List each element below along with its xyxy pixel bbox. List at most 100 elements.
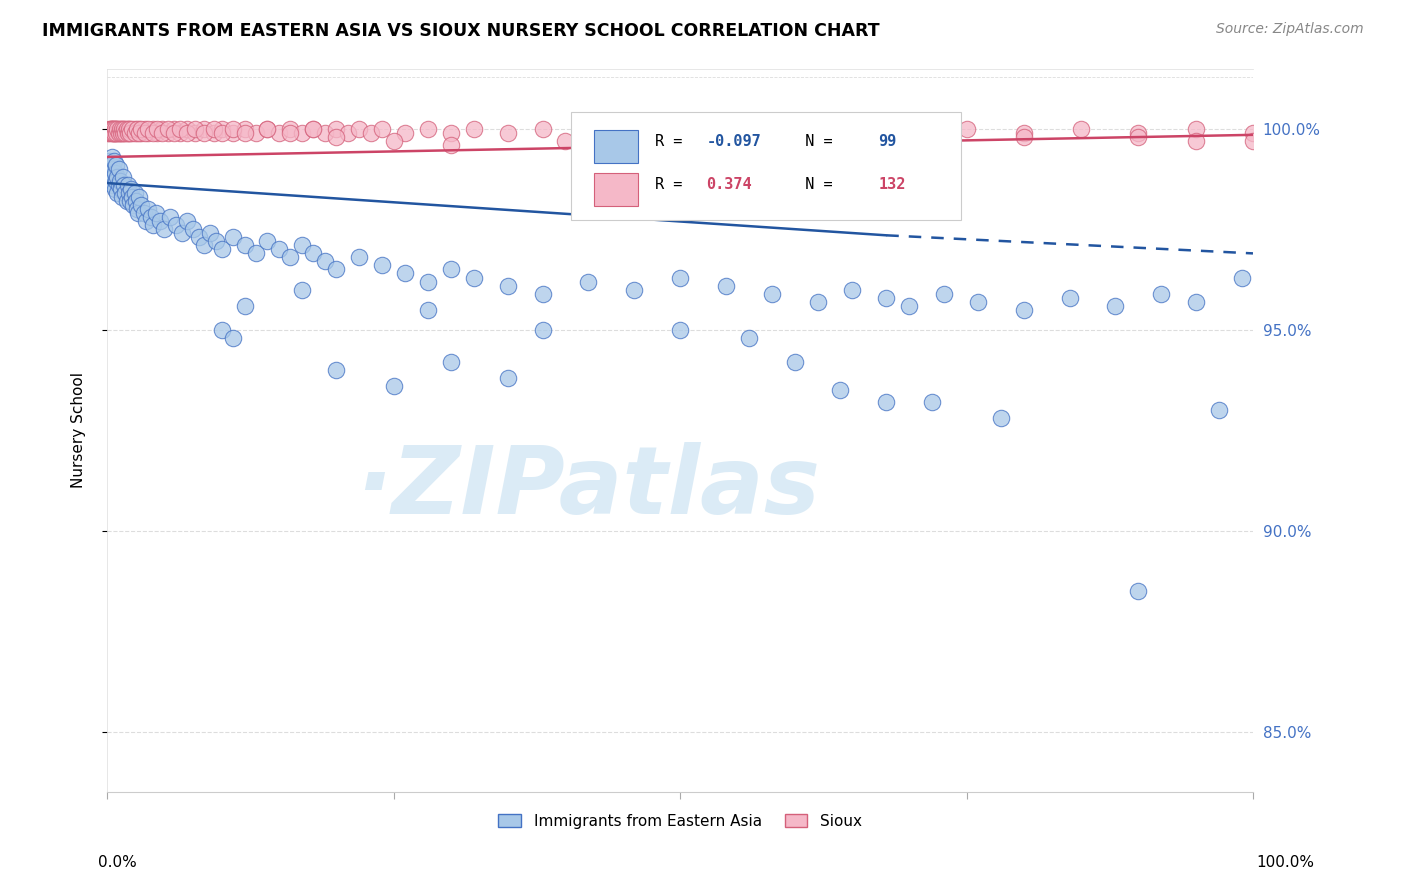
Point <box>114 186 136 200</box>
Point <box>291 283 314 297</box>
Point <box>120 182 142 196</box>
Point <box>118 126 141 140</box>
Point <box>114 121 136 136</box>
Point <box>105 121 128 136</box>
Point <box>118 186 141 200</box>
Point <box>176 121 198 136</box>
Point <box>336 126 359 140</box>
Point <box>416 302 439 317</box>
Point <box>110 126 132 140</box>
Point <box>314 126 336 140</box>
Point <box>416 275 439 289</box>
Point <box>669 126 692 140</box>
Point <box>416 121 439 136</box>
Point <box>325 121 347 136</box>
Point <box>738 331 761 345</box>
Point <box>267 126 290 140</box>
Point <box>100 166 122 180</box>
Point <box>256 121 278 136</box>
Point <box>222 121 245 136</box>
Y-axis label: Nursery School: Nursery School <box>72 372 86 488</box>
Point <box>101 178 124 192</box>
Bar <box>595 173 638 206</box>
Point <box>105 126 128 140</box>
Point <box>100 121 122 136</box>
Text: Source: ZipAtlas.com: Source: ZipAtlas.com <box>1216 22 1364 37</box>
Point <box>1012 129 1035 144</box>
Point <box>100 121 122 136</box>
Point <box>105 121 128 136</box>
Point <box>108 126 131 140</box>
Point <box>955 121 977 136</box>
Point <box>131 198 153 212</box>
Point <box>98 169 121 184</box>
Point <box>122 198 145 212</box>
Point <box>103 169 125 184</box>
Point <box>101 161 124 176</box>
Point <box>245 246 267 260</box>
Point <box>576 126 599 140</box>
Point <box>128 126 150 140</box>
Point <box>245 126 267 140</box>
Point <box>103 153 125 168</box>
Point <box>114 126 136 140</box>
Point <box>150 126 173 140</box>
Point <box>149 214 172 228</box>
Point <box>267 243 290 257</box>
Point <box>170 227 193 241</box>
Point <box>146 121 169 136</box>
Point <box>382 379 405 393</box>
Point <box>1230 270 1253 285</box>
Point <box>222 230 245 244</box>
Point <box>725 121 748 136</box>
Point <box>100 121 122 136</box>
Point <box>128 121 150 136</box>
Text: 99: 99 <box>879 134 897 149</box>
Point <box>159 211 181 225</box>
Point <box>142 219 165 233</box>
Point <box>291 126 314 140</box>
Point <box>162 126 184 140</box>
Point <box>112 126 135 140</box>
Point <box>169 121 191 136</box>
Point <box>134 121 156 136</box>
Legend: Immigrants from Eastern Asia, Sioux: Immigrants from Eastern Asia, Sioux <box>492 807 868 835</box>
Point <box>105 158 128 172</box>
Point <box>898 126 921 140</box>
Point <box>440 355 463 369</box>
Point <box>156 126 179 140</box>
Point <box>115 121 138 136</box>
Point <box>1184 294 1206 309</box>
Point <box>108 121 131 136</box>
Point <box>101 121 124 136</box>
Text: 0.374: 0.374 <box>706 177 752 192</box>
Point <box>112 121 135 136</box>
Point <box>156 121 179 136</box>
Point <box>205 235 228 249</box>
Point <box>233 299 256 313</box>
Point <box>105 126 128 140</box>
Point <box>921 395 943 409</box>
Point <box>202 126 225 140</box>
Point <box>496 371 519 385</box>
Point <box>105 121 128 136</box>
Point <box>325 129 347 144</box>
FancyBboxPatch shape <box>571 112 960 220</box>
Point <box>100 158 122 172</box>
Point <box>1128 584 1150 599</box>
Point <box>394 267 416 281</box>
Text: N =: N = <box>786 134 841 149</box>
Point <box>1128 129 1150 144</box>
Point <box>136 126 159 140</box>
Point <box>280 121 302 136</box>
Point <box>112 178 135 192</box>
Point <box>107 161 129 176</box>
Point <box>193 238 215 252</box>
Point <box>134 126 156 140</box>
Point <box>256 235 278 249</box>
Point <box>211 121 233 136</box>
Point <box>131 121 153 136</box>
Point <box>104 121 127 136</box>
Point <box>1104 299 1126 313</box>
Point <box>111 190 134 204</box>
